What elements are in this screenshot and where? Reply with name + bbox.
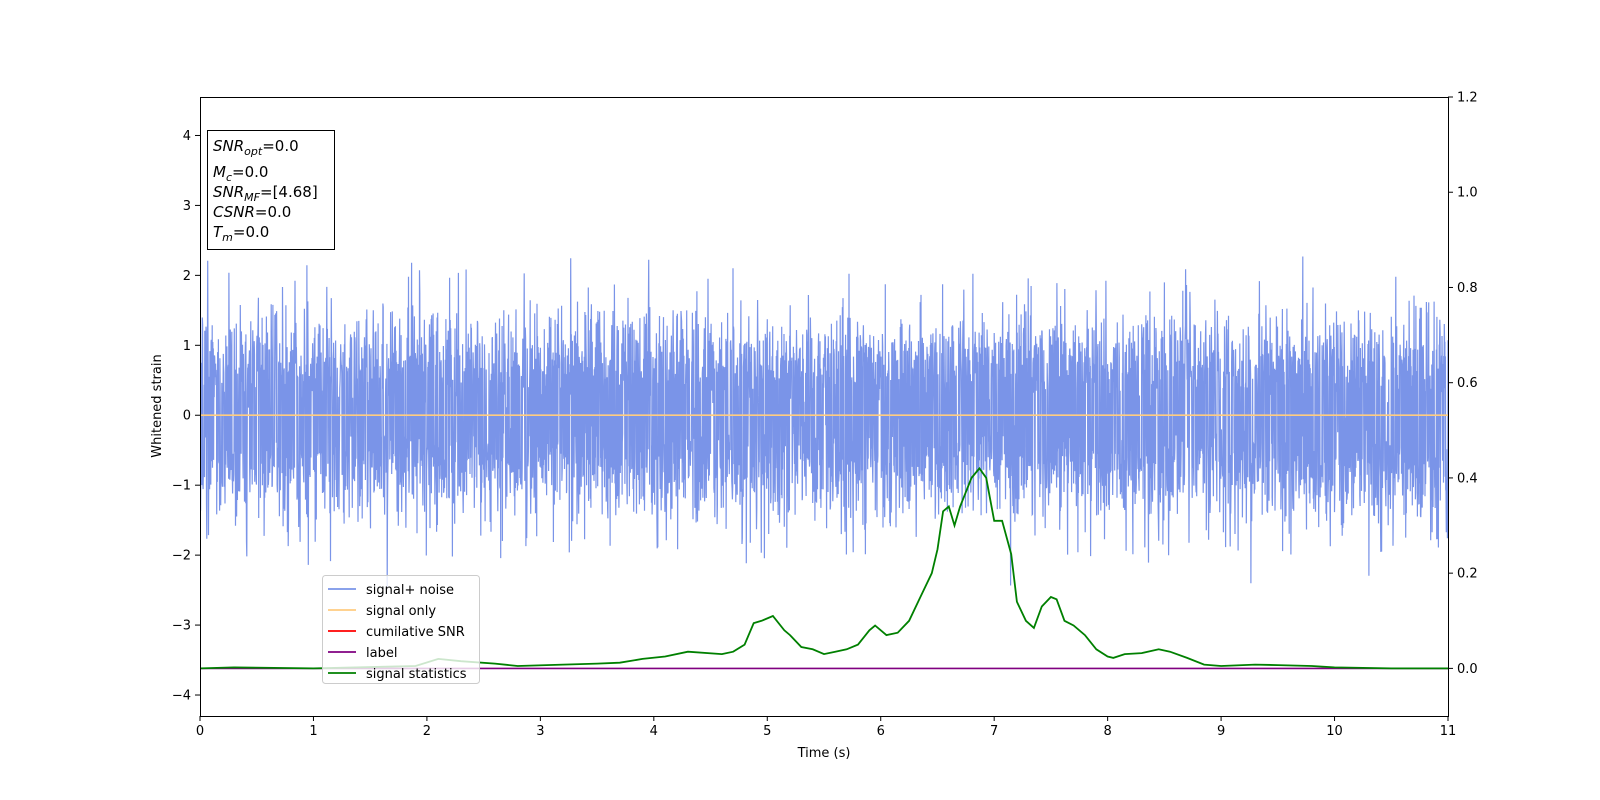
x-axis: 0 1 2 3 4 5 6 7 8 9 10 11 [196, 716, 1456, 739]
y-tick-label: −2 [172, 549, 191, 564]
legend-frame [322, 575, 480, 684]
x-tick-label: 10 [1326, 724, 1343, 739]
annotation-line: Tm=0.0 [213, 223, 269, 244]
y-tick-label: 2 [183, 269, 191, 284]
series-line-signal-statistics [200, 466, 1448, 670]
y-tick-label: −3 [172, 619, 191, 634]
y2-tick-label: 0.6 [1457, 376, 1478, 391]
x-axis-label: Time (s) [797, 746, 851, 761]
y2-tick-label: 0.2 [1457, 567, 1478, 582]
y-tick-label: −1 [172, 479, 191, 494]
plot-frame [200, 97, 1449, 717]
annotation-line: SNRMF=[4.68] [213, 183, 318, 204]
legend-label: signal only [366, 604, 436, 619]
annotation-line: Mc=0.0 [213, 163, 268, 184]
y-axis-left: −4 −3 −2 −1 0 1 2 3 4 [172, 129, 200, 704]
y-axis-label: Whitened strain [150, 354, 165, 457]
y-tick-label: 0 [183, 409, 191, 424]
y2-tick-label: 1.2 [1457, 91, 1478, 106]
legend: signal+ noise signal only cumilative SNR la… [322, 575, 480, 684]
y-tick-label: 1 [183, 339, 191, 354]
y-axis-right: 0.0 0.2 0.4 0.6 0.8 1.0 1.2 [1448, 91, 1478, 677]
x-tick-label: 3 [536, 724, 544, 739]
legend-label: signal statistics [366, 667, 467, 682]
legend-label: label [366, 646, 397, 661]
x-tick-label: 2 [423, 724, 431, 739]
signal-plus-noise-layer [200, 256, 1448, 588]
x-tick-label: 0 [196, 724, 204, 739]
x-tick-label: 9 [1217, 724, 1225, 739]
x-tick-label: 1 [309, 724, 317, 739]
y2-tick-label: 0.0 [1457, 662, 1478, 677]
x-tick-label: 5 [763, 724, 771, 739]
y-tick-label: 3 [183, 199, 191, 214]
y2-tick-label: 0.8 [1457, 281, 1478, 296]
y2-tick-label: 1.0 [1457, 186, 1478, 201]
x-tick-label: 6 [877, 724, 885, 739]
series-line-signal-plus-noise [200, 256, 1448, 588]
y2-tick-label: 0.4 [1457, 471, 1478, 486]
legend-label: signal+ noise [366, 583, 454, 598]
y-tick-label: 4 [183, 129, 191, 144]
x-tick-label: 7 [990, 724, 998, 739]
x-tick-label: 4 [650, 724, 658, 739]
x-tick-label: 8 [1103, 724, 1111, 739]
annotation-line: SNRopt=0.0 [213, 137, 299, 158]
y-tick-label: −4 [172, 689, 191, 704]
legend-label: cumilative SNR [366, 625, 465, 640]
annotation-line: CSNR=0.0 [213, 203, 291, 221]
x-tick-label: 11 [1440, 724, 1457, 739]
annotation-frame [207, 130, 335, 250]
